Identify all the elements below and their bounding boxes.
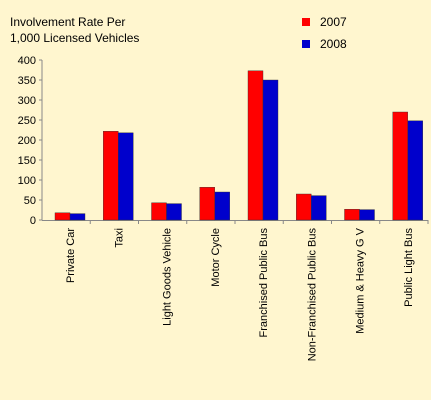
legend-label-2007: 2007 [320,15,347,29]
bar-2008 [118,132,134,221]
x-axis-labels: Private Car Taxi Light Goods Vehicle Motor … [65,227,415,361]
x-category-label: Motor Cycle [210,228,222,287]
y-tick-label: 300 [18,95,36,107]
bar-2007 [296,193,312,221]
bar-2008 [214,191,230,221]
x-category-label: Medium & Heavy G V [355,227,367,333]
bar-2008 [69,213,86,221]
y-tick-label: 200 [18,135,36,147]
y-tick-label: 150 [18,155,36,167]
y-tick-label: 100 [18,175,36,187]
chart-title: Involvement Rate Per 1,000 Licensed Vehi… [10,15,140,45]
y-axis-ticks: 0 50 100 150 200 250 300 350 400 [18,55,42,227]
legend-swatch-2008 [302,40,310,48]
bar-2008 [311,195,327,221]
bar-2008 [262,79,279,221]
bar-2008 [166,203,182,221]
x-category-label: Taxi [113,228,125,248]
bar-2007 [54,212,71,221]
y-tick-label: 400 [18,55,36,67]
bar-2008 [407,120,423,221]
legend: 2007 2008 [302,15,347,51]
bar-2007 [247,70,264,221]
x-category-label: Franchised Public Bus [258,228,270,338]
x-category-label: Non-Franchised Public Bus [306,228,318,362]
bar-2008 [359,209,375,221]
bar-series-group [54,70,423,221]
y-tick-label: 50 [24,195,36,207]
x-category-label: Private Car [65,228,77,283]
y-tick-label: 0 [30,215,36,227]
x-category-label: Light Goods Vehicle [162,228,174,326]
bar-2007 [151,202,167,221]
legend-label-2008: 2008 [320,37,347,51]
bar-2007 [392,111,408,221]
y-tick-label: 350 [18,75,36,87]
chart-axes [41,60,429,224]
legend-swatch-2007 [302,18,310,26]
bar-2007 [199,186,215,221]
y-tick-label: 250 [18,115,36,127]
x-category-label: Public Light Bus [403,228,415,307]
bar-2007 [103,130,119,221]
bar-2007 [344,208,360,221]
